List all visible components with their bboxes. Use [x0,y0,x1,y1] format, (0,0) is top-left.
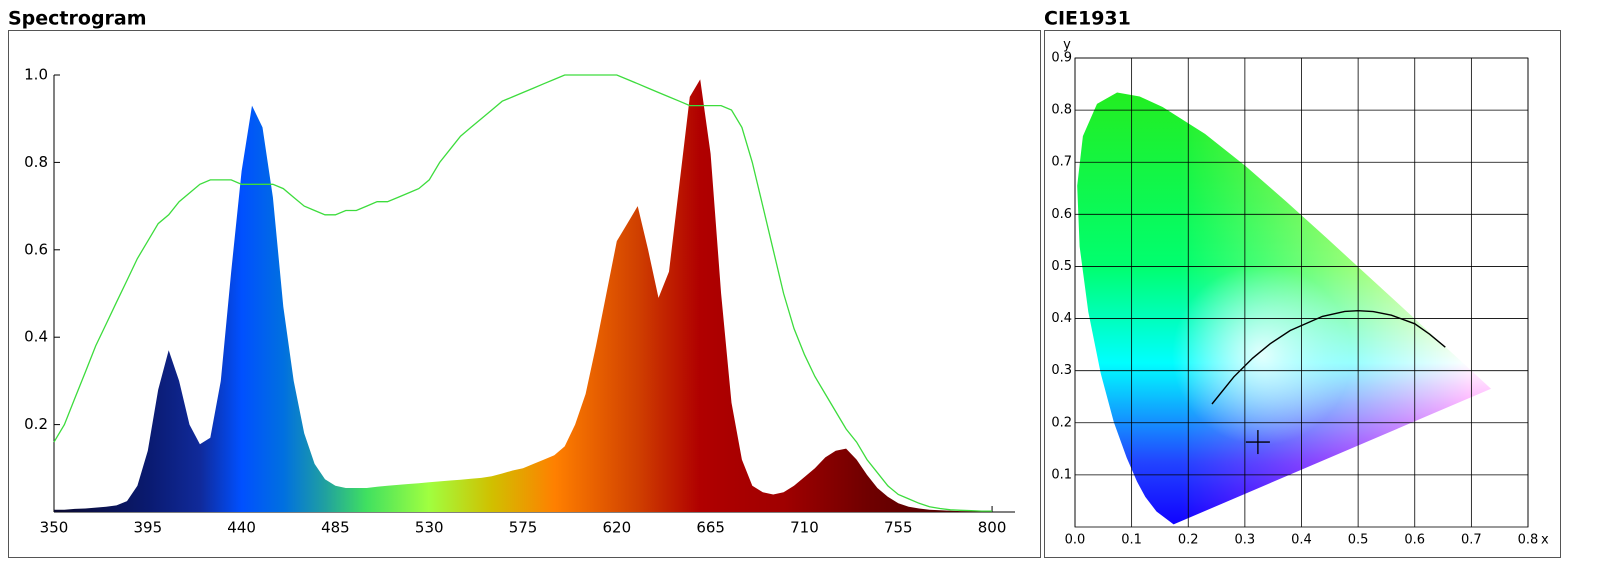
x-axis-label: x [1541,533,1549,548]
panel-frame [1044,30,1561,558]
x-tick-label: 0.3 [1235,533,1256,548]
x-tick-label: 0.6 [1404,533,1425,548]
y-tick-label: 0.8 [24,153,48,171]
cie-chart: 0.0 0.1 0.2 0.3 0.4 0.5 0.6 0.7 0.8 0.1 0.2 0.3 0.4 0… [1051,38,1549,548]
plot-frame [1074,57,1529,528]
y-tick-label: 0.2 [1051,415,1072,430]
y-tick-label: 0.3 [1051,363,1072,378]
x-tick-label: 710 [790,519,819,537]
spectrum-chart: 0.2 0.4 0.6 0.8 1.0 350 395 440 485 530 575 620 665 7… [24,66,1015,537]
spectrum-area [54,79,993,513]
panel-frame [8,30,1041,558]
y-tick-label: 0.2 [24,415,48,433]
y-tick-label: 0.8 [1051,103,1072,118]
sensitivity-line [53,74,993,512]
x-tick-label: 0.7 [1461,533,1482,548]
x-tick-label: 665 [696,519,725,537]
x-tick-label: 0.8 [1518,533,1539,548]
x-tick-label: 440 [227,519,256,537]
y-tick-label: 0.6 [1051,207,1072,222]
x-tick-label: 755 [884,519,913,537]
x-tick-label: 800 [978,519,1007,537]
y-tick-label: 1.0 [24,66,48,84]
panel-title: CIE1931 [1044,8,1131,30]
y-tick-label: 0.7 [1051,155,1072,170]
x-tick-label: 395 [133,519,162,537]
x-tick-label: 0.5 [1348,533,1369,548]
x-tick-label: 0.4 [1291,533,1312,548]
x-tick-label: 0.0 [1065,533,1086,548]
y-tick-label: 0.5 [1051,259,1072,274]
y-tick-label: 0.9 [1051,51,1072,66]
x-tick-label: 485 [321,519,350,537]
x-tick-label: 620 [603,519,632,537]
x-tick-label: 575 [509,519,538,537]
planckian-locus [1211,309,1446,405]
x-tick-label: 350 [40,519,69,537]
y-tick-label: 0.6 [24,240,48,258]
x-tick-label: 0.2 [1178,533,1199,548]
y-tick-label: 0.4 [24,328,48,346]
x-tick-label: 0.1 [1121,533,1142,548]
y-tick-label: 0.4 [1051,311,1072,326]
x-tick-label: 530 [415,519,444,537]
y-tick-label: 0.1 [1051,467,1072,482]
y-axis-label: y [1063,38,1071,53]
panel-title: Spectrogram [8,8,147,30]
